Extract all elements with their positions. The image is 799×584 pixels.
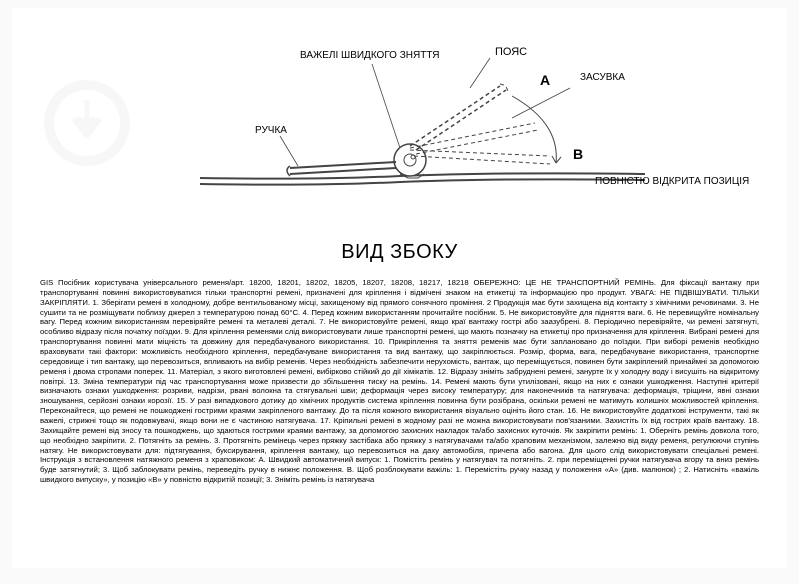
label-belt: ПОЯС <box>495 46 527 58</box>
label-latch: ЗАСУВКА <box>580 72 625 83</box>
label-pos-b: B <box>573 146 583 162</box>
side-view-diagram: ВАЖЕЛІ ШВИДКОГО ЗНЯТТЯ ПОЯС РУЧКА ЗАСУВК… <box>40 28 759 223</box>
label-handle: РУЧКА <box>255 125 287 136</box>
label-open: ПОВНІСТЮ ВІДКРИТА ПОЗИЦІЯ <box>595 176 749 187</box>
page-title: ВИД ЗБОКУ <box>40 241 759 264</box>
instruction-body: GIS Посібник користувача універсального … <box>40 278 759 485</box>
label-lever: ВАЖЕЛІ ШВИДКОГО ЗНЯТТЯ <box>300 50 439 61</box>
label-pos-a: A <box>540 72 550 88</box>
